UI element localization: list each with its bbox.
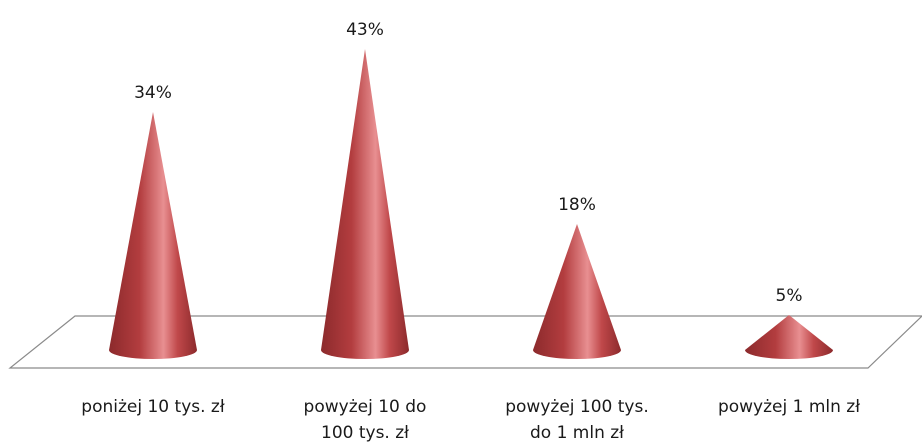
category-label-1: poniżej 10 tys. zł (81, 397, 225, 417)
category-label-4: powyżej 1 mln zł (718, 397, 860, 417)
category-labels-group: poniżej 10 tys. zł powyżej 10 do 100 tys. … (81, 397, 860, 443)
value-label-2: 43% (346, 20, 384, 40)
cones-group (109, 49, 833, 359)
value-label-3: 18% (558, 195, 596, 215)
category-label-2: powyżej 10 do 100 tys. zł (304, 397, 427, 443)
category-label-3: powyżej 100 tys. do 1 mln zł (505, 397, 649, 443)
cone-bar-1 (109, 112, 197, 359)
cone-bar-2 (321, 49, 409, 359)
chart-floor (8, 315, 922, 369)
cone-bar-4 (745, 315, 833, 359)
cone-bar-3 (533, 224, 621, 359)
value-label-4: 5% (776, 286, 803, 306)
value-label-1: 34% (134, 83, 172, 103)
value-labels-group: 34% 43% 18% 5% (134, 20, 802, 306)
